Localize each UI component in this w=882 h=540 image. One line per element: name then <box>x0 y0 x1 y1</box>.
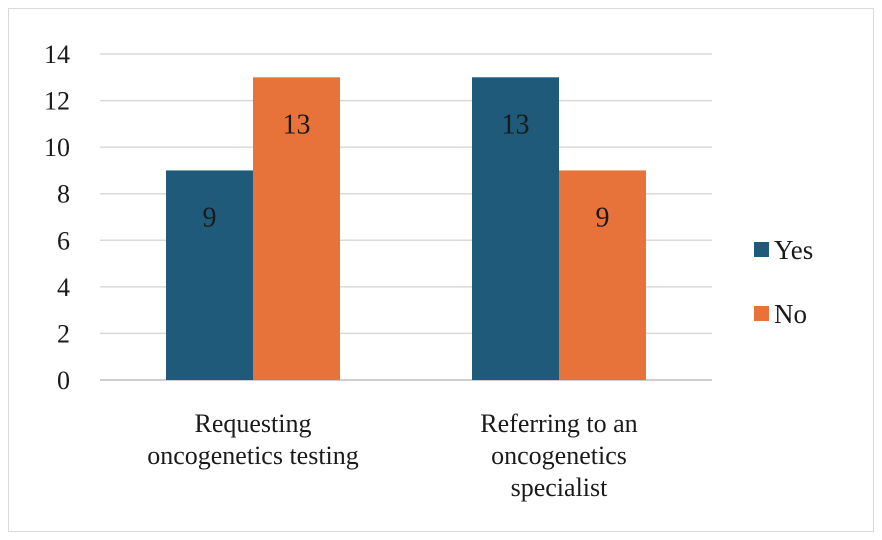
x-category-label: Referring to an <box>480 409 637 438</box>
y-tick-label: 10 <box>44 133 70 162</box>
chart-frame <box>8 8 874 532</box>
x-category-label: oncogenetics testing <box>147 441 359 470</box>
x-category-label: Requesting <box>195 409 312 438</box>
bar-no-1 <box>559 170 646 380</box>
data-label: 13 <box>502 109 530 140</box>
y-tick-label: 12 <box>44 87 70 116</box>
legend-label-yes: Yes <box>774 235 813 265</box>
legend-swatch-yes <box>754 242 769 257</box>
y-tick-label: 8 <box>57 180 70 209</box>
y-tick-label: 4 <box>57 273 70 302</box>
y-tick-label: 14 <box>44 40 70 69</box>
data-label: 13 <box>283 109 311 140</box>
bar-no-0 <box>253 77 340 381</box>
x-category-label: oncogenetics <box>491 441 627 470</box>
x-category-label: specialist <box>511 473 609 502</box>
data-label: 9 <box>596 202 610 233</box>
y-tick-label: 2 <box>57 319 70 348</box>
bar-yes-0 <box>166 170 253 380</box>
legend-swatch-no <box>754 306 769 321</box>
bar-yes-1 <box>472 77 559 381</box>
data-label: 9 <box>203 202 217 233</box>
y-tick-label: 0 <box>57 366 70 395</box>
y-tick-label: 6 <box>57 226 70 255</box>
legend-label-no: No <box>774 299 807 329</box>
